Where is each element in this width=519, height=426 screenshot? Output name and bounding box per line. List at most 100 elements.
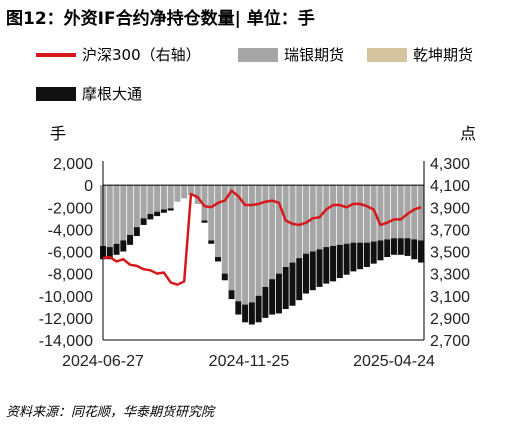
bar-jpm-38	[357, 242, 364, 270]
bar-ubs-22	[248, 185, 255, 303]
line-series-hs300	[102, 189, 422, 286]
bar-ubs-3	[120, 185, 127, 241]
legend-swatch-hs300	[36, 52, 76, 57]
bar-ubs-33	[323, 185, 330, 248]
bar-jpm-20	[235, 301, 242, 315]
legend-item-qiankun: 乾坤期货	[367, 44, 473, 65]
bar-ubs-11	[174, 185, 181, 202]
right-tick-label: 4,300	[430, 156, 470, 173]
bar-jpm-28	[289, 262, 296, 306]
axes-layer	[102, 161, 425, 341]
bar-jpm-42	[384, 239, 391, 258]
bar-jpm-16	[208, 240, 215, 244]
bar-jpm-17	[215, 257, 222, 262]
bar-ubs-24	[262, 185, 269, 287]
bar-ubs-8	[154, 185, 161, 212]
left-tick-label: -10,000	[39, 289, 93, 306]
x-tick-label: 2024-06-27	[62, 353, 144, 370]
bar-ubs-40	[370, 185, 377, 242]
bar-jpm-21	[242, 304, 249, 323]
tick-label-layer: 2,000 0 -2,000 -4,000 -6,000 -8,000 -10,000 -12…	[39, 156, 470, 370]
bar-ubs-36	[343, 185, 350, 244]
chart-canvas: 2,000 0 -2,000 -4,000 -6,000 -8,000 -10,000 -12…	[39, 156, 470, 370]
bar-jpm-29	[296, 258, 303, 301]
left-tick-label: -8,000	[48, 267, 93, 284]
bar-jpm-2	[113, 243, 120, 255]
bar-ubs-7	[147, 185, 154, 214]
right-tick-label: 3,100	[430, 289, 470, 306]
right-tick-label: 4,100	[430, 178, 470, 195]
bar-ubs-25	[269, 185, 276, 280]
bar-jpm-32	[316, 249, 323, 287]
bar-ubs-42	[384, 185, 391, 240]
left-tick-label: -6,000	[48, 245, 93, 262]
right-tick-label: 3,300	[430, 267, 470, 284]
line-layer	[102, 189, 422, 286]
left-tick-label: 2,000	[53, 156, 93, 173]
bar-ubs-9	[160, 185, 167, 210]
bar-ubs-43	[390, 185, 397, 239]
bar-jpm-19	[228, 290, 235, 300]
bar-jpm-23	[255, 295, 262, 323]
source-note: 资料来源：同花顺，华泰期货研究院	[6, 405, 215, 420]
right-axis-unit: 点	[460, 124, 477, 143]
bar-jpm-31	[309, 251, 316, 291]
bar-ubs-4	[127, 185, 134, 235]
x-tick-label: 2024-11-25	[209, 353, 290, 370]
bar-ubs-30	[303, 185, 309, 254]
bar-jpm-24	[262, 286, 269, 318]
right-tick-label: 2,900	[430, 311, 470, 328]
bar-jpm-25	[269, 279, 276, 315]
bar-ubs-35	[336, 185, 343, 245]
bar-jpm-46	[411, 239, 418, 260]
right-tick-label: 3,900	[430, 200, 470, 217]
bar-ubs-13	[187, 185, 194, 196]
left-tick-label: -4,000	[48, 222, 93, 239]
bar-jpm-34	[330, 245, 337, 282]
bar-ubs-46	[411, 185, 418, 240]
bar-ubs-29	[296, 185, 303, 259]
bar-ubs-17	[215, 185, 222, 258]
bar-ubs-21	[242, 185, 249, 305]
bar-jpm-6	[140, 218, 147, 225]
bar-jpm-7	[147, 213, 154, 220]
bar-jpm-18	[221, 273, 228, 281]
legend-item-jpm: 摩根大通	[36, 83, 142, 104]
bar-jpm-8	[154, 211, 161, 217]
bar-jpm-45	[404, 238, 411, 256]
left-axis-unit: 手	[50, 124, 67, 143]
bar-ubs-12	[181, 185, 188, 199]
x-tick-label: 2025-04-24	[353, 353, 435, 370]
bar-jpm-36	[343, 243, 350, 275]
bar-ubs-14	[194, 185, 201, 204]
left-tick-label: -14,000	[39, 333, 93, 350]
bar-jpm-4	[127, 234, 134, 245]
bar-ubs-41	[377, 185, 384, 241]
bar-jpm-44	[397, 238, 404, 255]
bar-ubs-37	[350, 185, 357, 243]
bar-jpm-5	[133, 227, 140, 237]
bar-ubs-15	[201, 185, 208, 221]
bar-ubs-10	[167, 185, 174, 209]
bar-ubs-18	[221, 185, 228, 274]
bar-jpm-37	[350, 242, 357, 272]
bar-ubs-34	[330, 185, 337, 246]
bar-ubs-16	[208, 185, 215, 241]
bar-jpm-47	[418, 240, 425, 263]
legend-label-ubs: 瑞银期货	[284, 46, 345, 64]
legend-swatch-ubs	[238, 47, 278, 62]
legend-swatch-qiankun	[367, 47, 407, 62]
bar-jpm-15	[201, 220, 208, 223]
bar-ubs-23	[255, 185, 262, 296]
bar-ubs-27	[282, 185, 289, 267]
bar-jpm-10	[167, 208, 174, 211]
bar-jpm-30	[303, 253, 309, 294]
legend-item-hs300: 沪深300（右轴）	[36, 44, 201, 65]
bar-ubs-19	[228, 185, 235, 291]
bar-jpm-35	[336, 244, 343, 279]
bar-jpm-1	[106, 247, 113, 260]
figure-title: 图12：外资IF合约净持仓数量| 单位：手	[6, 9, 315, 29]
right-tick-label: 2,700	[430, 333, 470, 350]
bar-jpm-22	[248, 302, 255, 325]
left-tick-label: 0	[84, 178, 93, 195]
